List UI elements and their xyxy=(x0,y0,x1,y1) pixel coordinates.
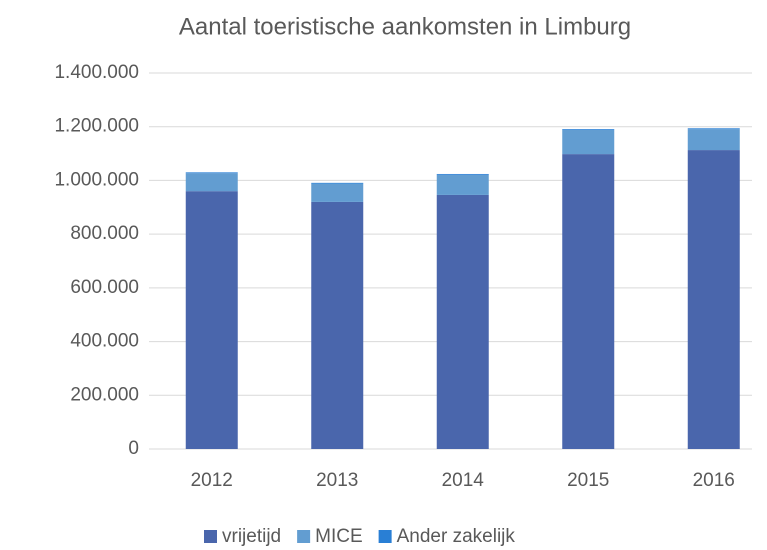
bar-segment xyxy=(687,129,740,151)
bar-segment xyxy=(562,129,615,130)
legend-label: vrijetijd xyxy=(222,526,281,547)
bar-segment xyxy=(311,183,364,202)
bar-segment xyxy=(687,150,740,449)
bar-segment xyxy=(562,129,615,155)
legend-swatch xyxy=(204,530,217,543)
y-tick-label: 1.400.000 xyxy=(54,62,139,83)
x-tick-label: 2016 xyxy=(693,470,735,491)
bar-segment xyxy=(436,194,489,449)
y-tick-label: 800.000 xyxy=(70,223,139,244)
x-tick-label: 2012 xyxy=(191,470,233,491)
bar-segment xyxy=(436,174,489,195)
y-tick-label: 1.000.000 xyxy=(54,169,139,190)
y-tick-label: 0 xyxy=(128,438,139,459)
bar-segment xyxy=(185,191,238,449)
bar-segment xyxy=(185,172,238,174)
bar-segment xyxy=(311,201,364,449)
chart-title: Aantal toeristische aankomsten in Limbur… xyxy=(179,13,631,40)
legend-swatch xyxy=(378,530,392,543)
x-tick-label: 2014 xyxy=(442,470,485,491)
bar-segment xyxy=(185,173,238,192)
bar-segment xyxy=(436,173,489,175)
y-tick-label: 400.000 xyxy=(70,331,139,352)
y-tick-label: 1.200.000 xyxy=(54,116,139,137)
legend-label: MICE xyxy=(315,526,363,547)
legend-swatch xyxy=(297,530,311,543)
x-tick-label: 2015 xyxy=(567,470,609,491)
bar-segment xyxy=(311,182,364,184)
bar-segment xyxy=(687,128,740,130)
y-tick-label: 600.000 xyxy=(70,277,139,298)
x-tick-label: 2013 xyxy=(316,470,358,491)
legend-label: Ander zakelijk xyxy=(397,526,516,547)
bar-segment xyxy=(562,154,615,449)
y-tick-label: 200.000 xyxy=(70,384,139,405)
